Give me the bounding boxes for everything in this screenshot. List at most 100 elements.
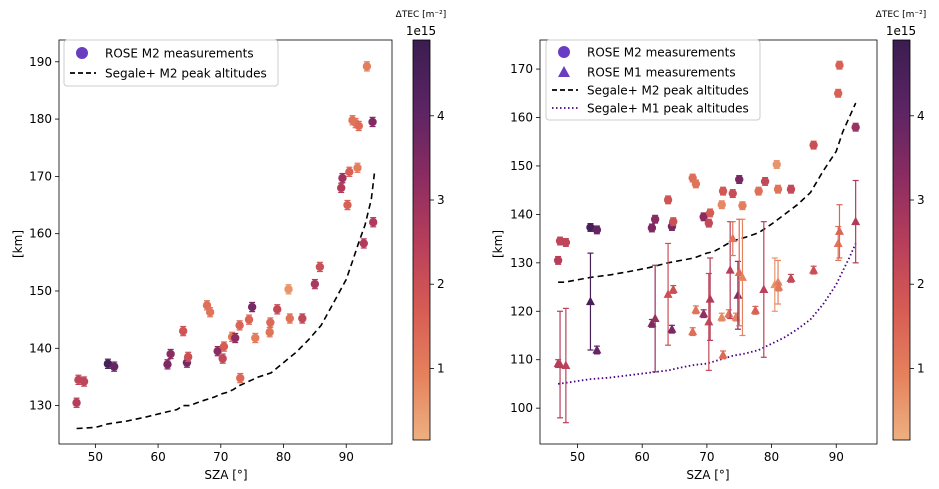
colorbar-tick-label: 3 (437, 193, 445, 207)
y-tick-label: 160 (29, 227, 52, 241)
data-marker (733, 290, 743, 299)
data-marker (183, 352, 193, 362)
left-colorbar-offset: 1e15 (406, 24, 436, 38)
m2-measurement-point (773, 184, 783, 194)
data-marker (368, 117, 377, 127)
m1-measurement-point (663, 242, 673, 346)
peak-altitude-line (558, 102, 857, 283)
data-marker (663, 289, 673, 298)
m2-measurement-point (231, 332, 240, 344)
data-marker (759, 284, 769, 293)
m1-measurement-point (668, 284, 678, 294)
y-tick-label: 110 (510, 353, 533, 367)
left-legend-box (63, 39, 279, 87)
data-marker (247, 302, 257, 312)
data-marker (699, 308, 709, 318)
colorbar-tick-label: 3 (917, 193, 925, 207)
data-marker (343, 200, 352, 210)
left-colorbar-ticks: 1 2 3 4 (430, 109, 445, 375)
m2-measurement-point (218, 353, 227, 364)
m2-measurement-point (851, 122, 860, 132)
m1-measurement-point (834, 204, 844, 259)
m2-measurement-point (266, 317, 275, 328)
left-y-axis-label: [km] (11, 230, 25, 258)
left-colorbar-gradient (412, 39, 431, 441)
data-marker (734, 267, 744, 277)
right-legend-marker-m2 (558, 46, 570, 58)
data-marker (705, 208, 715, 218)
x-tick-label: 50 (570, 450, 585, 464)
data-marker (163, 360, 172, 369)
m1-measurement-point (750, 305, 760, 315)
right-legend-label-m2-peak: Segale+ M2 peak altitudes (587, 84, 749, 98)
m1-measurement-point (667, 324, 677, 334)
data-marker (691, 179, 701, 189)
data-marker (298, 314, 307, 323)
peak-altitude-line (557, 243, 857, 385)
m2-measurement-point (835, 60, 844, 70)
data-marker (592, 345, 602, 354)
data-marker (833, 238, 843, 247)
m2-measurement-point (368, 217, 378, 228)
data-marker (592, 225, 602, 235)
m2-measurement-point (354, 120, 363, 132)
m1-measurement-point (809, 265, 819, 275)
m2-measurement-point (103, 358, 113, 369)
m1-measurement-point (585, 252, 595, 351)
data-marker (704, 316, 714, 326)
m2-measurement-point (368, 116, 377, 128)
y-tick-label: 130 (29, 399, 52, 413)
m1-measurement-point (704, 272, 714, 371)
axes-frame (58, 39, 393, 445)
data-marker (205, 307, 215, 317)
data-marker (834, 226, 844, 235)
data-marker (218, 354, 227, 363)
data-marker (235, 321, 244, 330)
m2-measurement-point (359, 238, 368, 249)
m2-measurement-point (235, 320, 244, 331)
data-marker (718, 186, 728, 196)
m2-measurement-point (586, 222, 595, 232)
data-marker (79, 377, 89, 386)
data-marker (647, 318, 657, 327)
data-marker (738, 201, 747, 210)
data-marker (774, 282, 784, 291)
data-marker (737, 272, 747, 281)
m2-measurement-point (343, 199, 352, 211)
data-marker (231, 333, 240, 343)
data-marker (337, 183, 346, 193)
right-legend-label-m1-peak: Segale+ M1 peak altitudes (587, 102, 749, 116)
right-legend-label-m1: ROSE M1 measurements (587, 66, 736, 80)
data-marker (561, 238, 571, 247)
m2-measurement-point (561, 238, 571, 247)
m2-measurement-point (310, 278, 320, 290)
m1-measurement-point (691, 304, 701, 315)
left-colorbar-label: ΔTEC [m⁻²] (396, 10, 447, 20)
data-marker (705, 294, 715, 303)
data-marker (362, 62, 372, 71)
data-marker (586, 223, 595, 232)
m2-measurement-point (772, 160, 781, 169)
data-marker (265, 328, 274, 337)
data-marker (354, 121, 363, 131)
m2-measurement-point (74, 374, 83, 386)
m2-measurement-point (718, 186, 728, 196)
m2-measurement-point (704, 218, 714, 228)
m2-measurement-point (786, 184, 796, 194)
m2-measurement-point (247, 301, 257, 313)
data-marker (273, 305, 282, 314)
right-legend: ROSE M2 measurements ROSE M1 measurement… (545, 39, 761, 121)
m2-measurement-point (163, 359, 172, 370)
m1-measurement-point (650, 264, 660, 373)
data-marker (772, 160, 781, 169)
data-marker (718, 349, 728, 359)
m2-measurement-point (205, 307, 215, 318)
data-marker (833, 89, 843, 98)
m2-measurement-point (315, 261, 325, 273)
data-marker (688, 326, 698, 336)
y-tick-label: 150 (29, 284, 52, 298)
y-tick-label: 140 (510, 207, 533, 221)
right-colorbar-gradient (892, 39, 911, 441)
x-tick-label: 80 (276, 450, 291, 464)
